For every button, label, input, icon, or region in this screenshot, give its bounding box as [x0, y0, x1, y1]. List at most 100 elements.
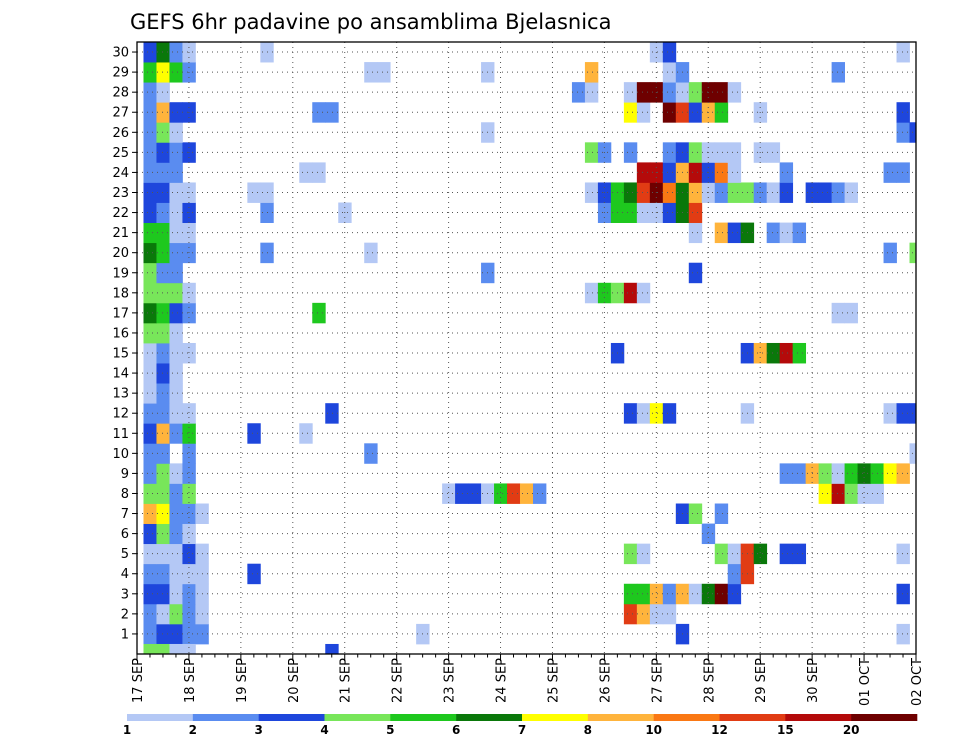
heatmap-cell	[688, 503, 703, 524]
y-tick-label: 21	[112, 226, 129, 241]
heatmap-cell	[169, 262, 183, 284]
heatmap-cell	[857, 483, 871, 504]
heatmap-cell	[831, 302, 845, 324]
colorbar-label: 7	[518, 723, 526, 737]
x-tick-label: 24 SEP	[495, 658, 510, 703]
y-tick-label: 12	[112, 407, 129, 422]
heatmap-cell	[714, 162, 729, 183]
heatmap-cell	[156, 122, 170, 143]
heatmap-cell	[156, 363, 170, 384]
heatmap-cell	[831, 62, 845, 83]
heatmap-cell	[182, 403, 196, 424]
heatmap-cell	[688, 162, 703, 183]
colorbar-swatch	[653, 714, 720, 721]
y-tick-label: 26	[112, 126, 129, 141]
heatmap-cell	[662, 82, 677, 103]
heatmap-cell	[156, 242, 170, 264]
colorbar-label: 1	[123, 723, 131, 737]
heatmap-cell	[169, 623, 183, 645]
heatmap-cell	[779, 342, 794, 364]
y-tick-label: 19	[112, 266, 129, 281]
colorbar-swatch	[785, 714, 852, 721]
heatmap-cell	[182, 623, 196, 645]
heatmap-cell	[896, 583, 910, 605]
y-tick-label: 16	[112, 326, 129, 341]
heatmap-cell	[779, 222, 794, 244]
heatmap-cell	[584, 62, 599, 83]
heatmap-cell	[169, 503, 183, 524]
y-axis-ticks: 1234567891011121314151617181920212223242…	[112, 46, 137, 642]
y-tick-label: 28	[112, 86, 129, 101]
heatmap-cell	[169, 363, 183, 384]
heatmap-cell	[636, 583, 651, 605]
heatmap-cell	[792, 342, 807, 364]
heatmap-cells	[143, 42, 917, 655]
heatmap-cell	[143, 282, 157, 304]
heatmap-cell	[143, 363, 157, 384]
heatmap-cell	[623, 102, 638, 123]
heatmap-cell	[143, 42, 157, 63]
colorbar-label: 2	[189, 723, 197, 737]
heatmap-cell	[623, 403, 638, 424]
heatmap-cell	[182, 282, 196, 304]
x-tick-label: 02 OCT	[910, 658, 925, 706]
y-tick-label: 6	[121, 527, 129, 542]
y-tick-label: 29	[112, 66, 129, 81]
x-tick-label: 21 SEP	[339, 658, 354, 703]
heatmap-cell	[714, 102, 729, 123]
heatmap-cell	[364, 62, 378, 83]
heatmap-cell	[779, 182, 794, 203]
heatmap-cell	[779, 162, 794, 183]
y-tick-label: 1	[121, 627, 129, 642]
heatmap-cell	[169, 62, 183, 83]
heatmap-cell	[169, 122, 183, 143]
heatmap-cell	[156, 42, 170, 63]
heatmap-cell	[507, 483, 521, 504]
heatmap-cell	[182, 603, 196, 625]
y-tick-label: 27	[112, 106, 129, 121]
heatmap-cell	[844, 302, 858, 324]
heatmap-cell	[714, 503, 729, 524]
heatmap-cell	[247, 182, 261, 203]
heatmap-cell	[156, 142, 170, 163]
heatmap-cell	[143, 202, 157, 223]
heatmap-cell	[143, 523, 157, 545]
x-tick-label: 19 SEP	[235, 658, 250, 703]
y-tick-label: 13	[112, 387, 129, 402]
heatmap-cell	[701, 583, 716, 605]
heatmap-cell	[325, 643, 339, 655]
heatmap-cell	[636, 603, 651, 625]
y-tick-label: 18	[112, 286, 129, 301]
heatmap-cell	[312, 302, 326, 324]
heatmap-cell	[143, 463, 157, 484]
heatmap-cell	[623, 142, 638, 163]
colorbar-label: 12	[711, 723, 728, 737]
y-tick-label: 14	[112, 367, 129, 382]
heatmap-cell	[156, 182, 170, 203]
heatmap-cell	[727, 563, 742, 585]
heatmap-cell	[623, 603, 638, 625]
y-tick-label: 7	[121, 507, 129, 522]
heatmap-cell	[766, 222, 781, 244]
heatmap-cell	[143, 182, 157, 203]
heatmap-cell	[312, 162, 326, 183]
heatmap-cell	[597, 282, 612, 304]
heatmap-cell	[468, 483, 482, 504]
heatmap-cell	[896, 102, 910, 123]
heatmap-cell	[455, 483, 469, 504]
colorbar-swatch	[851, 714, 918, 721]
x-tick-label: 01 OCT	[858, 658, 873, 706]
heatmap-cell	[662, 142, 677, 163]
heatmap-cell	[753, 342, 768, 364]
heatmap-cell	[182, 423, 196, 444]
heatmap-cell	[636, 102, 651, 123]
heatmap-cell	[182, 563, 196, 585]
heatmap-cell	[169, 423, 183, 444]
heatmap-cell	[571, 82, 586, 103]
colorbar-label: 8	[584, 723, 592, 737]
colorbar-swatch	[324, 714, 391, 721]
heatmap-cell	[143, 302, 157, 324]
heatmap-cell	[169, 342, 183, 364]
heatmap-cell	[143, 322, 157, 344]
y-tick-label: 11	[112, 427, 129, 442]
